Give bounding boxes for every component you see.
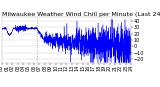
Text: Milwaukee Weather Wind Chill per Minute (Last 24 Hours): Milwaukee Weather Wind Chill per Minute … [2, 12, 160, 17]
